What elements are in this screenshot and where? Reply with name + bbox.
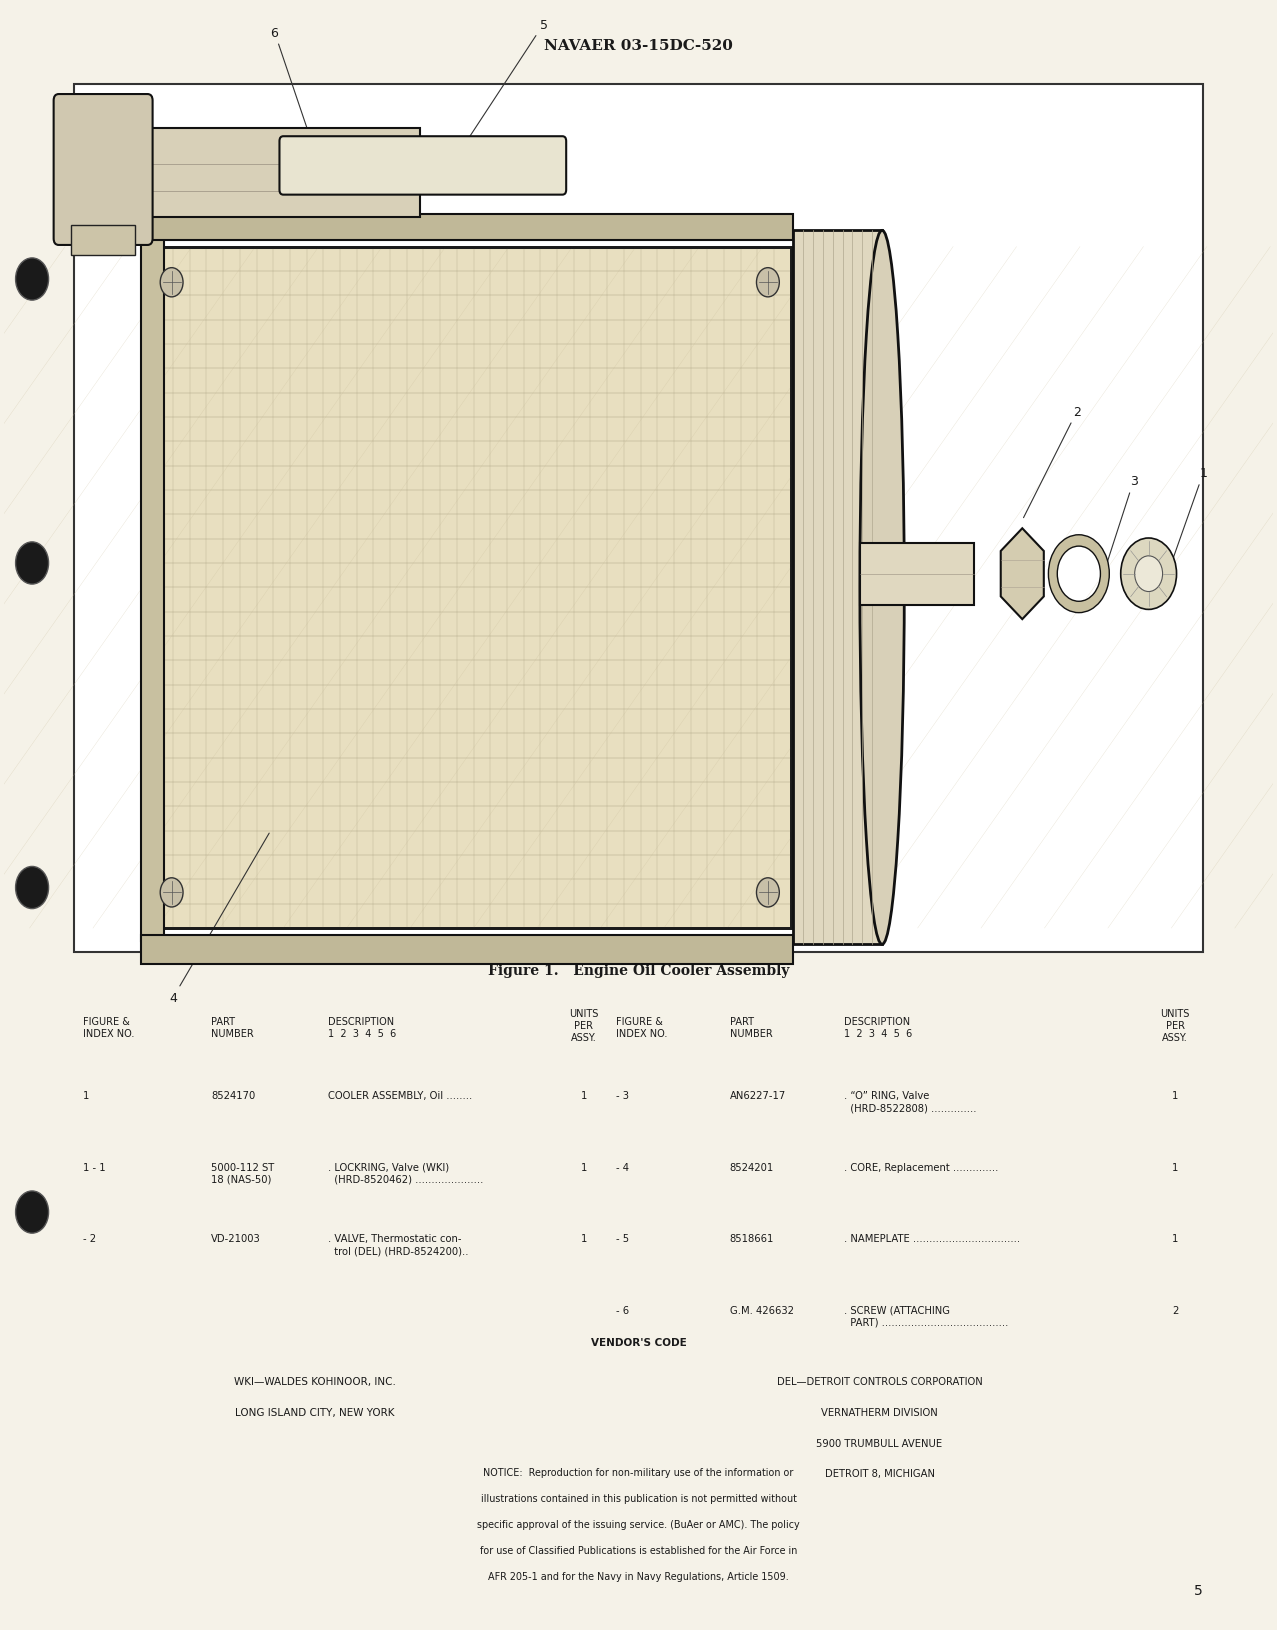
Text: - 4: - 4 [616,1162,628,1172]
Text: G.M. 426632: G.M. 426632 [730,1304,794,1315]
Text: . CORE, Replacement ..............: . CORE, Replacement .............. [844,1162,999,1172]
Text: illustrations contained in this publication is not permitted without: illustrations contained in this publicat… [480,1493,797,1503]
Text: specific approval of the issuing service. (BuAer or AMC). The policy: specific approval of the issuing service… [478,1519,799,1529]
Bar [793,231,882,945]
Text: PART
NUMBER: PART NUMBER [211,1015,254,1038]
Circle shape [160,879,183,908]
Text: 1 - 1: 1 - 1 [83,1162,106,1172]
Text: - 6: - 6 [616,1304,628,1315]
Bar [142,129,420,218]
Text: . SCREW (ATTACHING
  PART) .......................................: . SCREW (ATTACHING PART) ...............… [844,1304,1009,1327]
Text: 8518661: 8518661 [730,1234,774,1244]
Text: DESCRIPTION
1  2  3  4  5  6: DESCRIPTION 1 2 3 4 5 6 [328,1015,396,1038]
Ellipse shape [859,231,904,945]
Bar [142,215,793,241]
Text: - 2: - 2 [83,1234,96,1244]
Text: 2: 2 [1172,1304,1179,1315]
Text: VERNATHERM DIVISION: VERNATHERM DIVISION [821,1407,937,1416]
Text: DETROIT 8, MICHIGAN: DETROIT 8, MICHIGAN [825,1469,935,1478]
Circle shape [1121,538,1176,610]
Text: DEL—DETROIT CONTROLS CORPORATION: DEL—DETROIT CONTROLS CORPORATION [776,1376,982,1386]
Bar [142,936,793,965]
Text: UNITS
PER
ASSY.: UNITS PER ASSY. [1161,1007,1190,1043]
Text: 5: 5 [1194,1583,1203,1597]
Circle shape [756,269,779,298]
Text: 5000-112 ST
18 (NAS-50): 5000-112 ST 18 (NAS-50) [211,1162,275,1183]
Circle shape [1135,556,1162,592]
Bar [74,85,1203,954]
Text: 5: 5 [452,18,548,165]
Text: 1: 1 [1172,1090,1179,1100]
FancyBboxPatch shape [54,95,152,246]
Text: 1: 1 [1172,1162,1179,1172]
Circle shape [15,259,49,302]
Circle shape [15,1192,49,1234]
Text: . “O” RING, Valve
  (HRD-8522808) ..............: . “O” RING, Valve (HRD-8522808) ........… [844,1090,977,1113]
Text: for use of Classified Publications is established for the Air Force in: for use of Classified Publications is es… [480,1545,797,1555]
Text: FIGURE &
INDEX NO.: FIGURE & INDEX NO. [616,1015,667,1038]
Text: WKI—WALDES KOHINOOR, INC.: WKI—WALDES KOHINOOR, INC. [234,1376,396,1386]
Polygon shape [1001,530,1043,619]
Circle shape [756,879,779,908]
Text: PART
NUMBER: PART NUMBER [730,1015,773,1038]
Circle shape [15,543,49,585]
Text: 3: 3 [1094,476,1138,601]
Text: . LOCKRING, Valve (WKI)
  (HRD-8520462) .....................: . LOCKRING, Valve (WKI) (HRD-8520462) ..… [328,1162,483,1183]
Text: 2: 2 [1024,406,1080,518]
Text: NAVAER 03-15DC-520: NAVAER 03-15DC-520 [544,39,733,54]
Bar [156,248,790,929]
Text: 5900 TRUMBULL AVENUE: 5900 TRUMBULL AVENUE [816,1438,942,1447]
Text: FIGURE &
INDEX NO.: FIGURE & INDEX NO. [83,1015,134,1038]
Text: 8524170: 8524170 [211,1090,255,1100]
Text: 1: 1 [581,1234,587,1244]
Text: AN6227-17: AN6227-17 [730,1090,787,1100]
Bar [142,235,163,942]
Text: 4: 4 [169,833,269,1004]
Text: Figure 1.   Engine Oil Cooler Assembly: Figure 1. Engine Oil Cooler Assembly [488,963,789,978]
Text: DESCRIPTION
1  2  3  4  5  6: DESCRIPTION 1 2 3 4 5 6 [844,1015,912,1038]
Text: VD-21003: VD-21003 [211,1234,261,1244]
Text: 1: 1 [83,1090,89,1100]
Bar [156,248,790,929]
Text: UNITS
PER
ASSY.: UNITS PER ASSY. [570,1007,599,1043]
Text: 1: 1 [581,1162,587,1172]
Text: 8524201: 8524201 [730,1162,774,1172]
Text: COOLER ASSEMBLY, Oil ........: COOLER ASSEMBLY, Oil ........ [328,1090,472,1100]
Bar [859,543,974,605]
Circle shape [160,269,183,298]
FancyBboxPatch shape [280,137,566,196]
Text: AFR 205-1 and for the Navy in Navy Regulations, Article 1509.: AFR 205-1 and for the Navy in Navy Regul… [488,1571,789,1581]
Text: . VALVE, Thermostatic con-
  trol (DEL) (HRD-8524200)..: . VALVE, Thermostatic con- trol (DEL) (H… [328,1234,469,1255]
Circle shape [15,867,49,910]
Text: NOTICE:  Reproduction for non-military use of the information or: NOTICE: Reproduction for non-military us… [483,1467,794,1477]
Text: 1: 1 [1168,468,1207,572]
Text: . NAMEPLATE .................................: . NAMEPLATE ............................… [844,1234,1020,1244]
Bar [72,227,135,256]
Text: 6: 6 [271,26,308,132]
Text: VENDOR'S CODE: VENDOR'S CODE [591,1337,686,1346]
Text: LONG ISLAND CITY, NEW YORK: LONG ISLAND CITY, NEW YORK [235,1407,395,1416]
Text: 1: 1 [581,1090,587,1100]
Text: - 3: - 3 [616,1090,628,1100]
Text: 1: 1 [1172,1234,1179,1244]
Text: - 5: - 5 [616,1234,628,1244]
